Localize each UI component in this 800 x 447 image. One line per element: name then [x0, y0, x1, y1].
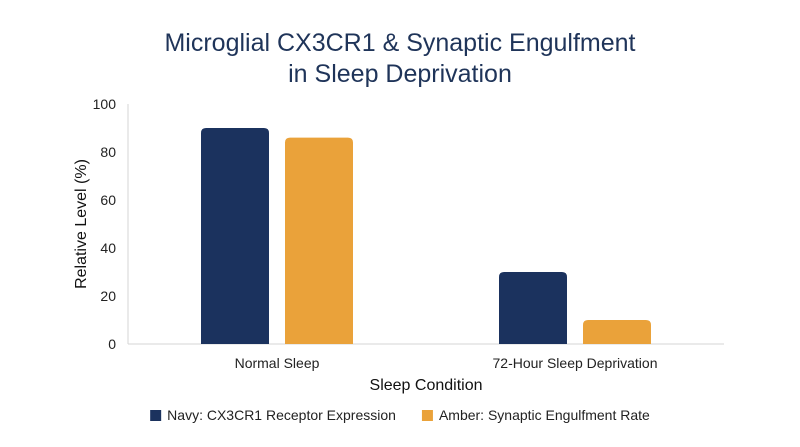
- legend-swatch-1: [421, 410, 433, 421]
- y-tick-label-0: 0: [108, 336, 116, 352]
- y-tick-label-3: 60: [100, 192, 116, 208]
- y-tick-label-2: 40: [100, 240, 116, 256]
- legend-label-1: Amber: Synaptic Engulfment Rate: [439, 407, 650, 423]
- chart-title-line-1: Microglial CX3CR1 & Synaptic Engulfment: [164, 29, 636, 57]
- chart-title-line-2: in Sleep Deprivation: [288, 60, 512, 88]
- bar-engulfment-1: [583, 320, 651, 344]
- y-tick-label-4: 80: [100, 144, 116, 160]
- x-tick-label-1: 72-Hour Sleep Deprivation: [493, 355, 658, 371]
- legend: Navy: CX3CR1 Receptor Expression Amber: S…: [150, 407, 650, 423]
- x-tick-label-0: Normal Sleep: [235, 355, 320, 371]
- y-tick-label-1: 20: [100, 288, 116, 304]
- y-axis-label: Relative Level (%): [73, 159, 90, 289]
- y-tick-label-5: 100: [93, 96, 117, 112]
- x-axis-label: Sleep Condition: [370, 377, 483, 394]
- x-axis-ticks: Normal Sleep 72-Hour Sleep Deprivation: [235, 355, 658, 371]
- bar-cx3cr1-0: [201, 128, 269, 344]
- chart-title: Microglial CX3CR1 & Synaptic Engulfment …: [0, 28, 800, 90]
- legend-label-0: Navy: CX3CR1 Receptor Expression: [167, 407, 396, 423]
- legend-swatch-0: [150, 410, 162, 421]
- bar-engulfment-0: [285, 137, 353, 344]
- y-axis-ticks: 0 20 40 60 80 100: [93, 96, 117, 352]
- bar-cx3cr1-1: [499, 272, 567, 344]
- bars-group: [201, 128, 651, 344]
